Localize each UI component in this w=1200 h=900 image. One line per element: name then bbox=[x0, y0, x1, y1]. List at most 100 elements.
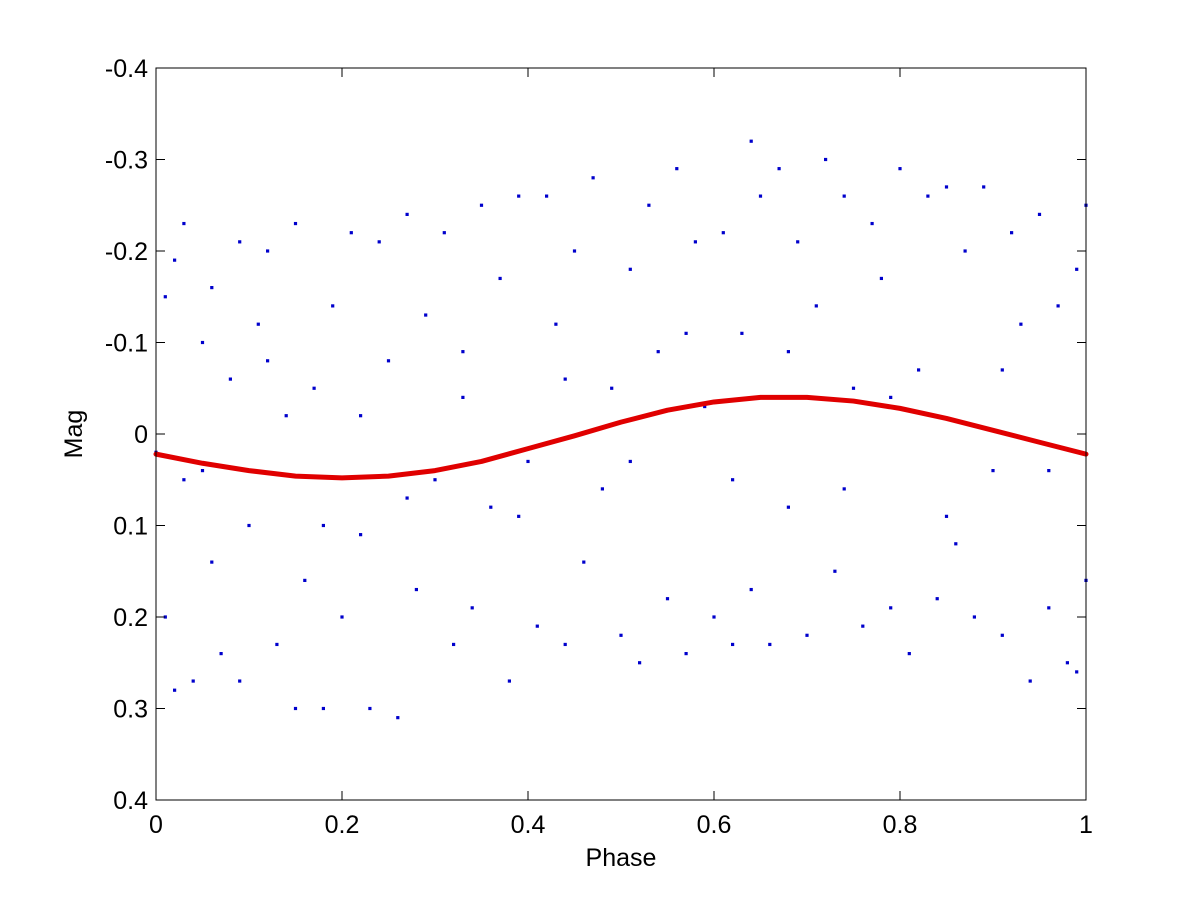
y-axis: -0.4 -0.3 -0.2 -0.1 0 0.1 0.2 0.3 0.4 bbox=[105, 55, 1086, 815]
scatter-point bbox=[954, 542, 958, 546]
scatter-point bbox=[386, 359, 391, 363]
scatter-point bbox=[1056, 304, 1060, 308]
scatter-point bbox=[833, 569, 837, 573]
scatter-point bbox=[712, 615, 716, 619]
scatter-point bbox=[740, 331, 744, 335]
scatter-point bbox=[879, 276, 883, 281]
scatter-point bbox=[777, 167, 781, 171]
scatter-point bbox=[517, 194, 521, 198]
scatter-point bbox=[266, 249, 270, 253]
scatter-point bbox=[349, 231, 353, 235]
scatter-point bbox=[247, 523, 251, 528]
scatter-point bbox=[200, 469, 205, 473]
scatter-point bbox=[1028, 679, 1032, 683]
scatter-point bbox=[191, 679, 195, 683]
plot-area bbox=[156, 68, 1086, 800]
scatter-point bbox=[219, 652, 223, 656]
scatter-point bbox=[805, 633, 809, 637]
scatter-point bbox=[452, 642, 456, 647]
scatter-point bbox=[210, 560, 214, 564]
scatter-point bbox=[489, 505, 493, 509]
scatter-point bbox=[1047, 606, 1051, 610]
scatter-point bbox=[703, 404, 707, 409]
scatter-point bbox=[368, 706, 372, 711]
scatter-point bbox=[814, 304, 818, 308]
scatter-point bbox=[554, 322, 558, 326]
scatter-point bbox=[312, 386, 316, 390]
scatter-point bbox=[591, 176, 595, 180]
y-tick-label: -0.2 bbox=[105, 238, 148, 266]
scatter-point bbox=[331, 304, 335, 308]
fit-curve-line bbox=[153, 394, 1089, 481]
scatter-point bbox=[498, 276, 502, 281]
scatter-point bbox=[796, 240, 800, 244]
scatter-point bbox=[173, 688, 177, 692]
scatter-point bbox=[628, 267, 632, 271]
y-tick-label: -0.1 bbox=[105, 330, 148, 358]
scatter-point bbox=[1037, 212, 1042, 216]
scatter-point bbox=[238, 679, 242, 683]
scatter-point bbox=[889, 395, 893, 399]
scatter-point bbox=[572, 249, 577, 253]
scatter-point bbox=[1000, 368, 1004, 372]
scatter-point bbox=[610, 386, 614, 390]
scatter-point bbox=[303, 578, 307, 582]
fit-curve-series bbox=[153, 394, 1089, 481]
scatter-point bbox=[684, 331, 688, 335]
scatter-point bbox=[889, 606, 893, 610]
scatter-point bbox=[786, 505, 790, 509]
scatter-point bbox=[405, 496, 409, 500]
scatter-point bbox=[758, 194, 763, 198]
scatter-point bbox=[749, 139, 753, 143]
scatter-point bbox=[173, 258, 177, 262]
scatter-point bbox=[731, 478, 735, 482]
scatter-point bbox=[926, 194, 930, 198]
scatter-point bbox=[340, 615, 344, 619]
scatter-point bbox=[768, 642, 772, 647]
scatter-point bbox=[470, 606, 474, 610]
scatter-point bbox=[1047, 469, 1051, 473]
x-axis: 0 0.2 0.4 0.6 0.8 1 bbox=[149, 68, 1093, 839]
scatter-point bbox=[563, 642, 567, 647]
scatter-point bbox=[851, 386, 856, 390]
scatter-point bbox=[842, 487, 846, 491]
x-tick-label: 0.2 bbox=[325, 811, 360, 839]
y-tick-label: 0.3 bbox=[113, 696, 148, 724]
scatter-point bbox=[600, 487, 604, 491]
scatter-point bbox=[321, 706, 325, 711]
scatter-point bbox=[684, 652, 688, 656]
scatter-point bbox=[275, 642, 279, 647]
scatter-point bbox=[479, 203, 484, 207]
scatter-point bbox=[656, 350, 660, 354]
scatter-point bbox=[321, 523, 325, 528]
scatter-point bbox=[414, 587, 418, 592]
scatter-point bbox=[293, 221, 298, 226]
scatter-point bbox=[786, 350, 790, 354]
scatter-series bbox=[154, 139, 1088, 720]
scatter-point bbox=[665, 597, 670, 601]
scatter-point bbox=[284, 414, 288, 418]
scatter-point bbox=[1075, 267, 1079, 271]
scatter-point bbox=[266, 359, 270, 363]
scatter-point bbox=[545, 194, 549, 198]
scatter-point bbox=[972, 615, 976, 619]
scatter-point bbox=[359, 414, 363, 418]
scatter-point bbox=[424, 313, 428, 317]
scatter-point bbox=[256, 322, 260, 326]
scatter-point bbox=[507, 679, 511, 683]
scatter-point bbox=[210, 286, 214, 290]
scatter-point bbox=[963, 249, 967, 253]
scatter-point bbox=[861, 624, 865, 628]
y-axis-label: Mag bbox=[60, 410, 88, 459]
scatter-point bbox=[163, 615, 167, 619]
scatter-point bbox=[293, 706, 298, 711]
scatter-point bbox=[824, 157, 828, 162]
scatter-point bbox=[182, 221, 186, 226]
scatter-point bbox=[991, 469, 995, 473]
scatter-point bbox=[619, 633, 623, 637]
scatter-point bbox=[721, 231, 725, 235]
scatter-point bbox=[628, 459, 632, 464]
x-tick-label: 1 bbox=[1079, 811, 1093, 839]
scatter-point bbox=[693, 240, 697, 244]
